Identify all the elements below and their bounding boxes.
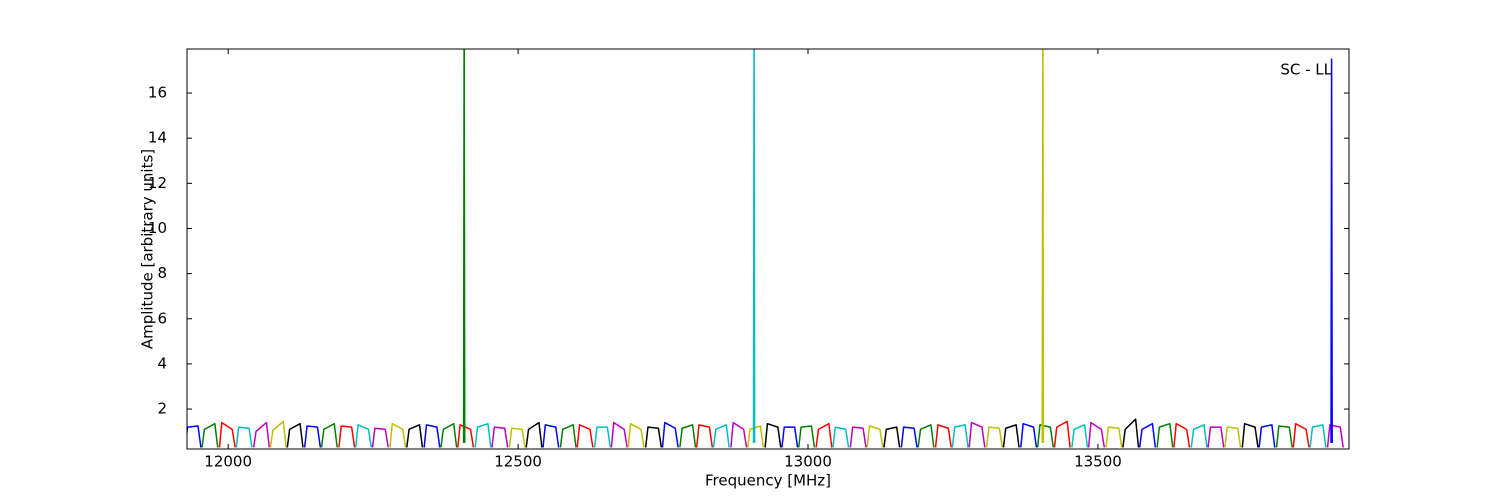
spectrum-line	[1292, 422, 1310, 448]
spectrum-line	[508, 427, 526, 448]
spectrum-line	[1275, 425, 1293, 448]
y-tick-label: 10	[148, 219, 167, 237]
y-tick-label: 16	[148, 84, 167, 102]
spectrum-line	[832, 426, 850, 448]
spectrum-line	[371, 427, 389, 448]
spectrum-line	[1156, 422, 1174, 448]
spectrum-line	[1173, 422, 1191, 448]
x-tick-label: 13500	[1074, 453, 1122, 471]
spectrum-line	[491, 426, 509, 448]
spectrum-line	[252, 421, 271, 448]
spectrum-line	[218, 421, 236, 448]
spectrum-line	[354, 424, 373, 448]
spectrum-line	[542, 424, 560, 448]
spectrum-line	[679, 424, 697, 448]
x-tick-label: 12500	[494, 453, 542, 471]
y-tick-label: 14	[148, 129, 167, 147]
spectrum-line	[951, 424, 969, 448]
x-axis-label: Frequency [MHz]	[705, 472, 831, 490]
spectrum-line	[303, 425, 322, 448]
spectrum-line	[934, 424, 952, 448]
y-tick-label: 2	[157, 400, 167, 418]
spectrum-line	[338, 425, 356, 448]
spectrum-line	[610, 421, 628, 448]
y-tick-label: 6	[157, 309, 167, 327]
spectrum-line	[985, 426, 1004, 448]
axes-frame	[186, 48, 1350, 450]
spectrum-line	[269, 420, 287, 448]
y-axis-label: Amplitude [arbitrary units]	[139, 149, 157, 349]
spectrum-line	[576, 424, 594, 448]
spectrum-line	[187, 425, 202, 448]
spectrum-line	[235, 426, 253, 448]
spectrum-line	[883, 426, 901, 448]
annotation: SC - LL	[1280, 61, 1332, 79]
spectrum-line	[1053, 420, 1071, 448]
spectrum-line	[815, 422, 833, 448]
spectrum-line	[730, 421, 748, 448]
spectrum-line	[525, 421, 543, 448]
x-tick-label: 12000	[204, 453, 252, 471]
spectrum-line	[559, 424, 577, 448]
spectrum-line	[781, 426, 799, 448]
spectrum-line	[917, 424, 935, 448]
spectrum-line	[712, 424, 730, 448]
spectrum-line	[849, 426, 867, 448]
spectrum-line	[201, 422, 219, 448]
spectrum-line	[1138, 422, 1157, 448]
spectrum-line	[1071, 424, 1089, 448]
spectrum-line	[1122, 418, 1140, 448]
spectrum-line	[1241, 422, 1259, 448]
spectrum-line	[1020, 422, 1038, 448]
plot-area	[187, 49, 1344, 448]
spectrum-line	[1258, 424, 1276, 448]
spectrum-line	[1309, 424, 1327, 448]
y-tick-label: 8	[157, 264, 167, 282]
y-tick-label: 4	[157, 354, 167, 372]
spectrum-line	[900, 426, 918, 448]
spectrum-line	[1087, 421, 1106, 448]
spectrum-line	[1330, 58, 1333, 443]
spectrum-line	[389, 422, 407, 448]
spectrum-line	[440, 422, 458, 448]
spectrum-line	[695, 424, 714, 448]
spectrum-line	[593, 426, 612, 448]
spectrum-line	[1105, 426, 1123, 448]
y-tick-label: 12	[148, 174, 167, 192]
spectrum-line	[1190, 424, 1208, 448]
spectrum-line	[968, 421, 986, 448]
spectrum-line	[752, 49, 756, 443]
spectrum-line	[764, 422, 782, 448]
spectrum-line	[474, 422, 492, 448]
spectrum-line	[406, 424, 424, 448]
spectrum-line	[1036, 424, 1055, 448]
spectrum-line	[797, 425, 816, 448]
spectrum-line	[627, 422, 645, 448]
spectrum-line	[1041, 49, 1045, 443]
spectrum-line	[423, 424, 441, 448]
spectrum-line	[462, 49, 466, 443]
spectrum-line	[661, 421, 679, 448]
spectrum-line	[644, 426, 663, 448]
spectrum-line	[320, 422, 338, 448]
spectrum-line	[1207, 426, 1225, 448]
spectrum-line	[1326, 424, 1344, 448]
x-tick-label: 13000	[784, 453, 832, 471]
spectrum-line	[866, 425, 884, 448]
spectrum-line	[286, 422, 304, 448]
spectrum-line	[1002, 424, 1020, 448]
spectrum-line	[1224, 426, 1242, 448]
